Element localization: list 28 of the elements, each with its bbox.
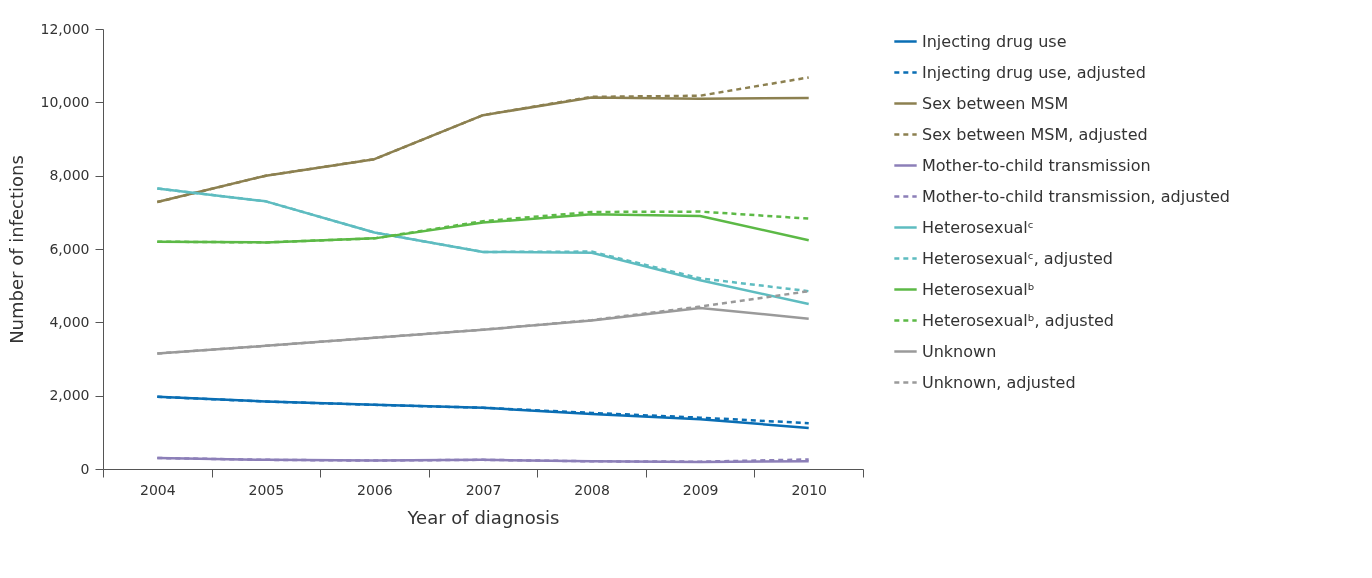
legend-label: Heterosexualᵇ, adjusted — [922, 310, 1114, 330]
y-tick-label: 0 — [80, 460, 90, 477]
y-tick-label: 8,000 — [49, 167, 90, 184]
y-tick-label: 4,000 — [49, 313, 90, 330]
legend-label: Heterosexualᵇ — [922, 279, 1035, 299]
legend-label: Mother-to-child transmission, adjusted — [922, 186, 1230, 206]
x-tick-label: 2006 — [357, 481, 393, 498]
x-tick-label: 2005 — [248, 481, 285, 498]
legend-label: Sex between MSM — [922, 93, 1069, 113]
x-tick-label: 2009 — [682, 481, 719, 498]
legend-label: Injecting drug use — [922, 31, 1067, 51]
x-axis-title: Year of diagnosis — [406, 506, 560, 528]
legend-label: Sex between MSM, adjusted — [922, 124, 1148, 144]
x-tick-label: 2010 — [791, 481, 828, 498]
y-tick-label: 12,000 — [40, 20, 90, 37]
legend-label: Mother-to-child transmission — [922, 155, 1151, 175]
x-tick-label: 2004 — [139, 481, 176, 498]
legend-label: Injecting drug use, adjusted — [922, 62, 1146, 82]
y-tick-label: 6,000 — [49, 240, 90, 257]
y-axis-title: Number of infections — [5, 155, 27, 344]
legend-label: Unknown — [922, 341, 997, 361]
y-tick-label: 10,000 — [40, 93, 90, 110]
legend-label: Heterosexualᶜ — [922, 217, 1034, 237]
x-tick-label: 2008 — [574, 481, 610, 498]
y-tick-label: 2,000 — [49, 387, 90, 404]
legend-label: Heterosexualᶜ, adjusted — [922, 248, 1114, 268]
legend-label: Unknown, adjusted — [922, 372, 1076, 392]
x-tick-label: 2007 — [465, 481, 502, 498]
